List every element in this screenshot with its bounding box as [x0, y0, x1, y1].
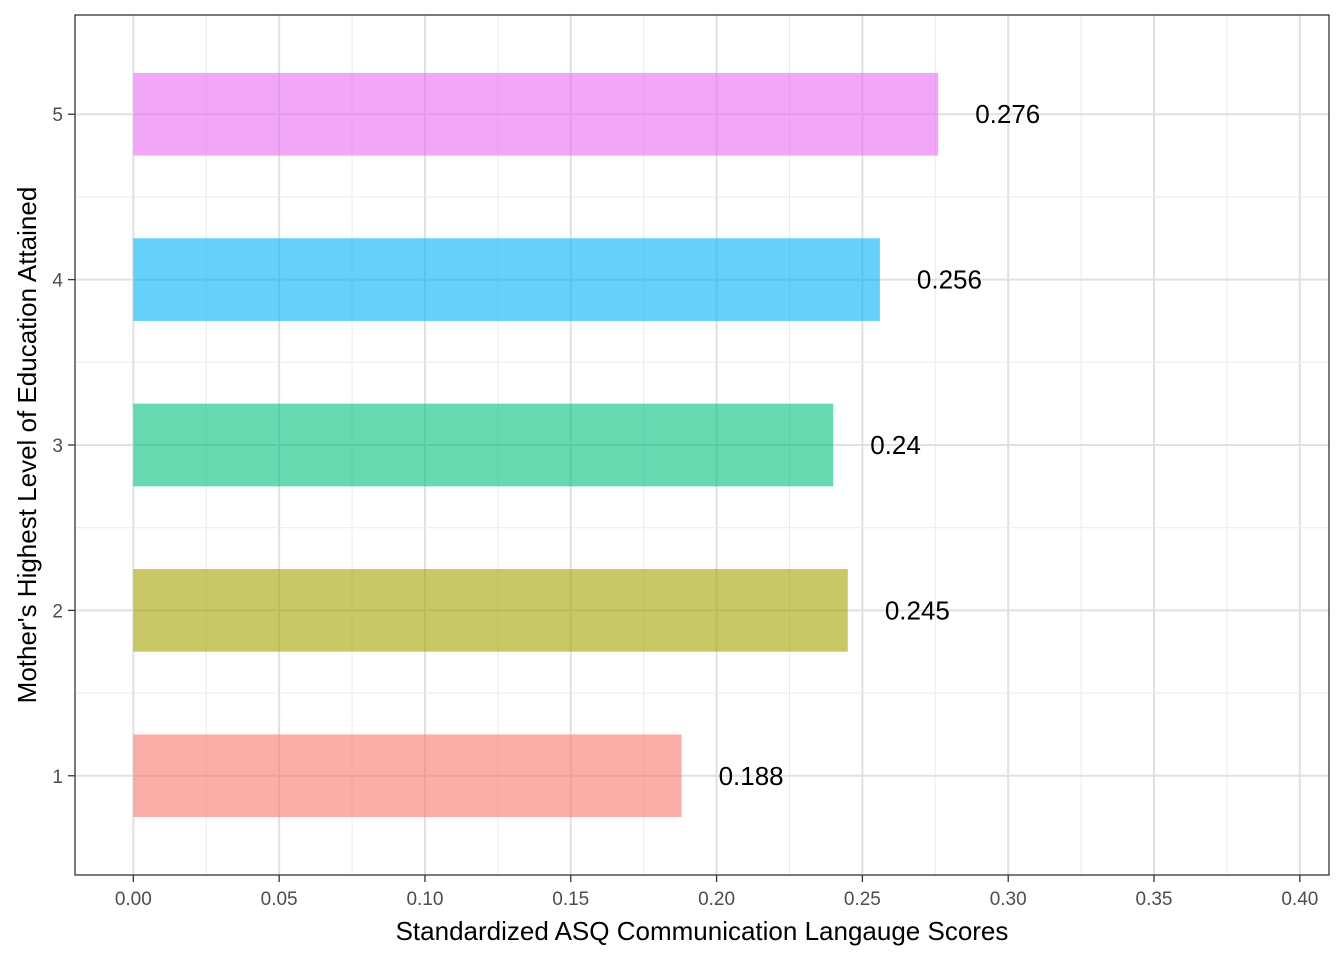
- bar-value-label-4: 0.256: [917, 265, 982, 295]
- bar-4: [133, 238, 880, 321]
- x-tick-label: 0.25: [844, 889, 881, 910]
- bar-2: [133, 569, 848, 652]
- x-tick-label: 0.40: [1281, 889, 1318, 910]
- y-axis: 1 2 3 4 5: [52, 105, 75, 788]
- y-tick-label: 2: [52, 601, 63, 622]
- bars: [133, 72, 939, 818]
- x-tick-label: 0.20: [698, 889, 735, 910]
- bar-value-label-2: 0.245: [885, 595, 950, 625]
- bar-1: [133, 734, 682, 818]
- bar-value-label-3: 0.24: [870, 430, 921, 460]
- y-tick-label: 5: [52, 105, 63, 126]
- x-axis-title: Standardized ASQ Communication Langauge …: [396, 916, 1009, 946]
- bar-value-label-5: 0.276: [975, 99, 1040, 129]
- x-tick-label: 0.00: [115, 889, 152, 910]
- y-tick-label: 4: [52, 271, 63, 292]
- x-tick-label: 0.15: [552, 889, 589, 910]
- x-tick-label: 0.35: [1136, 889, 1173, 910]
- y-tick-label: 3: [52, 436, 63, 457]
- bar-value-label-1: 0.188: [719, 761, 784, 791]
- x-tick-label: 0.30: [990, 889, 1027, 910]
- y-tick-label: 1: [52, 767, 63, 788]
- bar-5: [133, 72, 939, 156]
- x-axis: 0.00 0.05 0.10 0.15 0.20 0.25 0.30 0.35 0.40: [115, 875, 1318, 910]
- x-tick-label: 0.10: [406, 889, 443, 910]
- y-axis-title: Mother's Highest Level of Education Atta…: [12, 187, 42, 704]
- x-tick-label: 0.05: [261, 889, 298, 910]
- bar-3: [133, 403, 834, 487]
- bar-value-labels: 0.188 0.245 0.24 0.256 0.276: [719, 99, 1041, 791]
